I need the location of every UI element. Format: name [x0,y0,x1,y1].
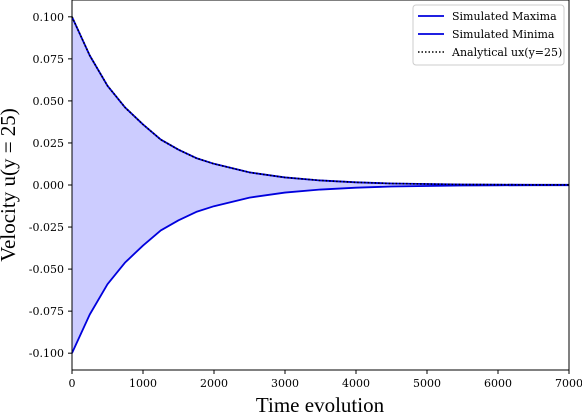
y-tick-label: 0.050 [33,95,65,108]
series-line-simulated-minima [71,184,569,354]
fill-between-area [72,16,569,354]
x-tick-label: 2000 [200,377,228,390]
legend-box [412,4,565,66]
x-tick-label: 4000 [342,377,370,390]
y-tick-label: -0.025 [29,221,64,234]
y-axis: -0.100 -0.075 -0.050 -0.025 0.000 0.025 0.050 0… [29,11,72,360]
legend-label-analytical-ux-y-25: Analytical ux(y=25) [451,46,562,59]
y-axis-label: Velocity u(y = 25) [0,108,20,262]
legend: Simulated Maxima Simulated Minima Analytic… [412,4,565,66]
legend-label-simulated-maxima: Simulated Maxima [452,10,557,23]
y-tick-label: 0.100 [33,11,65,24]
x-tick-label: 7000 [555,377,582,390]
y-tick-label: -0.100 [29,347,64,360]
legend-label-simulated-minima: Simulated Minima [452,28,555,41]
x-tick-label: 3000 [271,377,299,390]
y-tick-label: 0.025 [33,137,65,150]
fill-area-group [72,16,569,354]
y-tick-label: -0.050 [29,263,64,276]
y-tick-label: 0.075 [33,53,65,66]
series-line-analytical-ux-y-25 [71,16,569,186]
x-tick-label: 5000 [413,377,441,390]
x-tick-label: 1000 [129,377,157,390]
y-tick-label: -0.075 [29,305,64,318]
x-axis: 0 1000 2000 3000 4000 5000 6000 7000 [69,370,582,390]
x-tick-label: 6000 [484,377,512,390]
x-axis-label: Time evolution [256,393,385,416]
series-lines-group [71,16,569,354]
x-tick-label: 0 [69,377,76,390]
y-tick-label: 0.000 [33,179,65,192]
